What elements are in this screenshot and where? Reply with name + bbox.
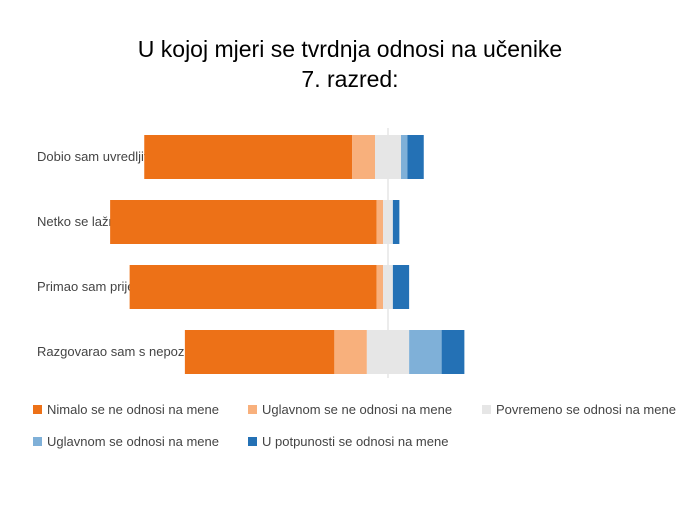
legend-label: Uglavnom se ne odnosi na mene [262, 402, 452, 417]
legend-swatch [33, 405, 42, 414]
legend-label: Povremeno se odnosi na mene [496, 402, 676, 417]
legend-swatch [248, 437, 257, 446]
legend-label: Nimalo se ne odnosi na mene [47, 402, 219, 417]
bar-segment [392, 200, 400, 244]
chart-subtitle: 7. razred: [301, 66, 399, 92]
bar-segment [334, 330, 367, 374]
bar-segment [376, 265, 384, 309]
bar-segment [409, 330, 442, 374]
chart-title: U kojoj mjeri se tvrdnja odnosi na učeni… [137, 36, 563, 62]
legend-label: Uglavnom se odnosi na mene [47, 434, 219, 449]
bar-segment [184, 330, 335, 374]
chart-title-block: U kojoj mjeri se tvrdnja odnosi na učeni… [0, 34, 700, 94]
legend-swatch [482, 405, 491, 414]
legend-swatch [248, 405, 257, 414]
legend-label: U potpunosti se odnosi na mene [262, 434, 448, 449]
bar-segment [352, 135, 375, 179]
bar-segment [144, 135, 353, 179]
bar-segment [392, 265, 410, 309]
bar-segment [375, 135, 401, 179]
bar-segment [441, 330, 465, 374]
bar-segment [366, 330, 410, 374]
bar-segment [383, 265, 393, 309]
bar-segment [407, 135, 424, 179]
bar-segment [401, 135, 408, 179]
bar-segment [376, 200, 384, 244]
legend-swatch [33, 437, 42, 446]
bar-segment [110, 200, 377, 244]
bar-segment [129, 265, 377, 309]
bar-segment [383, 200, 393, 244]
